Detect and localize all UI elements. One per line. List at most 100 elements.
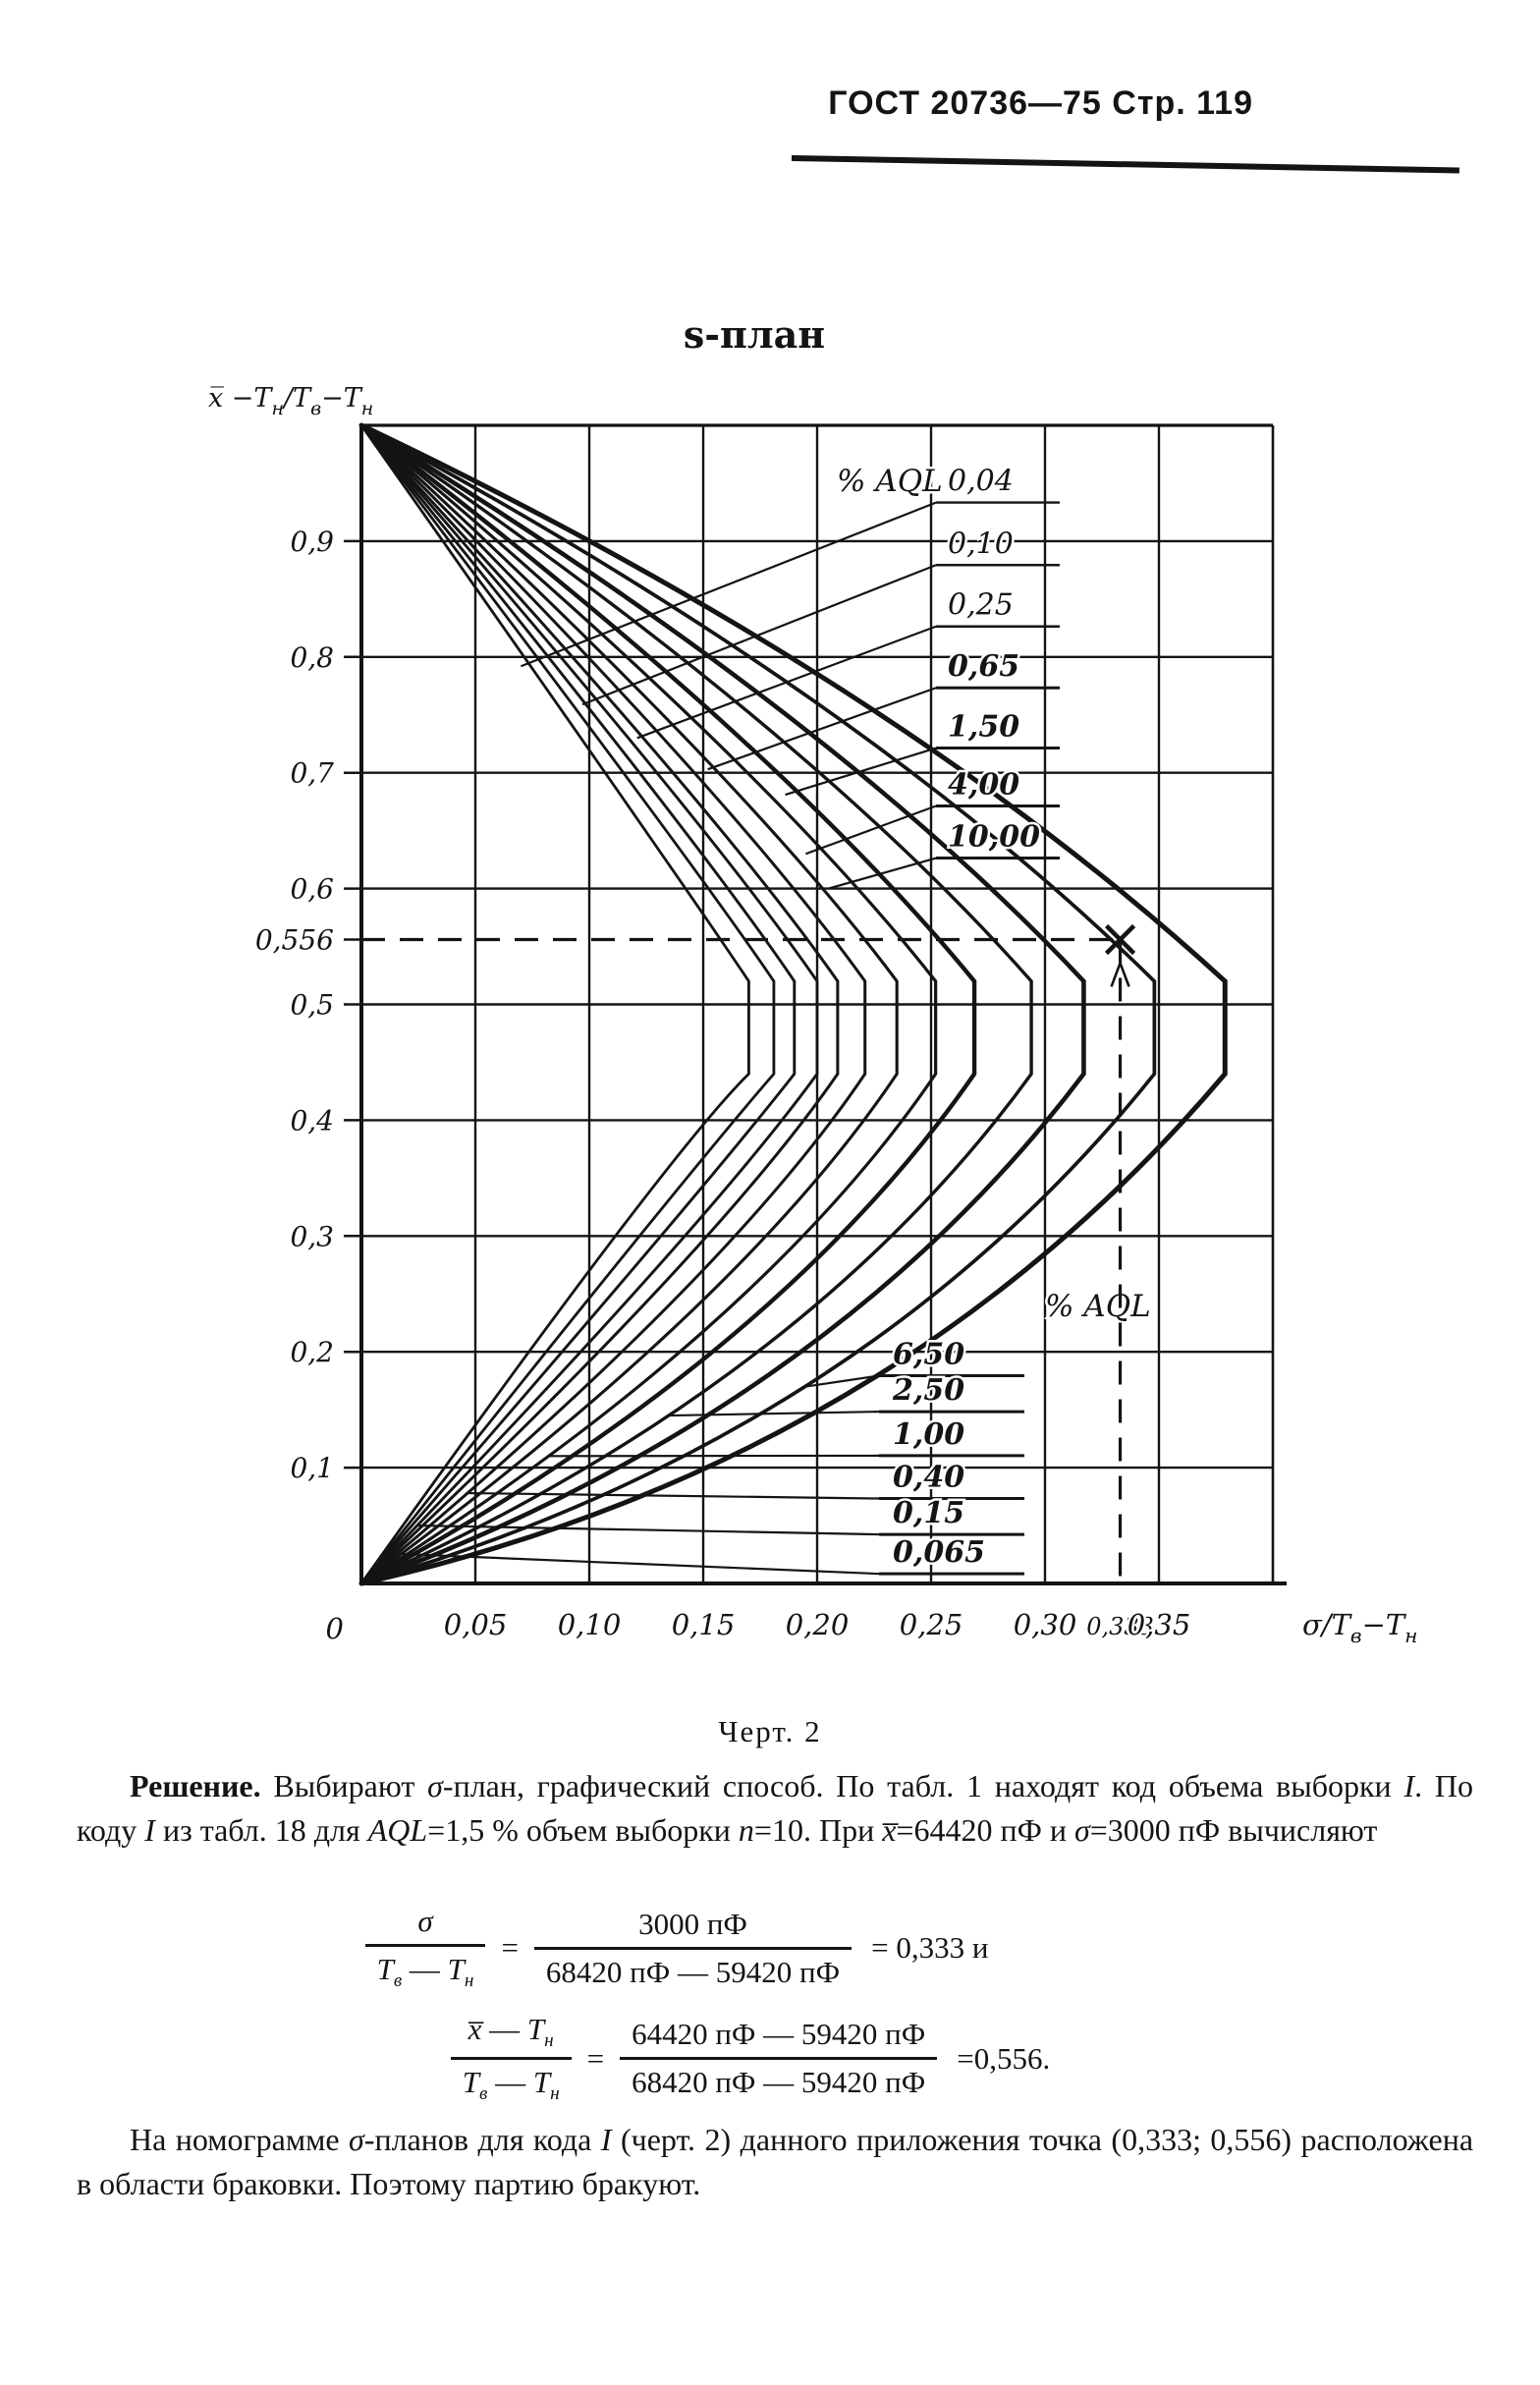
upper-aql-legend: % AQL 0,04 0,10 0,25 0,65 1,50 4,00 10,00 <box>520 462 1060 890</box>
svg-text:x̅ −Tн​/Tв​−Tн​: x̅ −Tн​/Tв​−Tн​ <box>208 383 373 419</box>
svg-text:0,15: 0,15 <box>893 1496 964 1530</box>
text-run: x̅ <box>468 2012 482 2046</box>
text-run: На номограмме <box>130 2122 350 2157</box>
aql-curve-0,65 <box>359 423 899 1585</box>
svg-text:0,8: 0,8 <box>290 641 334 674</box>
svg-text:0,20: 0,20 <box>786 1608 850 1641</box>
text-run: н <box>544 2030 554 2052</box>
lower-aql-legend: % AQL 6,502,50 1,00 0,400,15 0,065 <box>386 1287 1153 1576</box>
svg-text:σ/Tв​−Tн​: σ/Tв​−Tн​ <box>1302 1608 1417 1647</box>
svg-text:0,30: 0,30 <box>1014 1608 1077 1641</box>
text-run: σ <box>417 1904 433 1938</box>
fraction-right: 64420 пФ — 59420 пФ 68420 пФ — 59420 пФ <box>620 2017 938 2100</box>
svg-text:0,10: 0,10 <box>948 527 1014 561</box>
svg-text:4,00: 4,00 <box>948 767 1019 802</box>
text-run: n <box>738 1812 754 1849</box>
svg-text:0,2: 0,2 <box>290 1336 334 1368</box>
conclusion-paragraph: На номограмме σ-планов для кода I (черт.… <box>77 2118 1473 2207</box>
text-run: -план, графический способ. По табл. 1 на… <box>442 1768 1404 1803</box>
svg-text:6,50: 6,50 <box>893 1338 964 1372</box>
chart-title: s-план <box>684 312 825 357</box>
svg-text:0,1: 0,1 <box>290 1452 334 1484</box>
svg-text:0: 0 <box>326 1612 344 1645</box>
text-run: из табл. 18 для <box>154 1812 368 1849</box>
text-run: σ <box>427 1768 443 1803</box>
formula-sigma-ratio: σ Tв — Tн = 3000 пФ 68420 пФ — 59420 пФ = 0,3… <box>0 1904 1447 1992</box>
text-run: x̅ <box>882 1812 897 1849</box>
text-run: 64420 пФ — 59420 пФ <box>632 2017 926 2052</box>
aql-curves <box>358 422 1228 1586</box>
aql-curve-4,00 <box>358 422 1086 1586</box>
text-run: -планов для кода <box>363 2122 601 2157</box>
text-run: — <box>487 2065 533 2100</box>
svg-text:0,25: 0,25 <box>900 1608 963 1641</box>
aql-curve-1,00 <box>359 423 938 1585</box>
svg-text:0,05: 0,05 <box>444 1608 508 1641</box>
text-run: = 0,333 и <box>871 1930 989 1966</box>
text-run: T <box>526 2012 545 2046</box>
svg-text:0,333: 0,333 <box>1086 1613 1154 1640</box>
svg-text:0,4: 0,4 <box>290 1104 334 1137</box>
formula-result: =0,556. <box>953 2041 1050 2077</box>
solution-point-lines <box>361 937 1123 1583</box>
svg-text:0,7: 0,7 <box>290 757 334 790</box>
fraction-left: σ Tв — Tн <box>364 1904 486 1992</box>
aql-curve-6,50 <box>359 423 1157 1585</box>
nomogram-chart: s-план% AQL 0,040,100,250,651,504,0010,00… <box>208 312 1417 1647</box>
figure-caption: Черт. 2 <box>718 1714 822 1748</box>
text-run: T <box>376 1952 394 1986</box>
equals-sign: = <box>586 2040 605 2076</box>
text-run: 3000 пФ <box>638 1906 747 1941</box>
aql-curve-10,00 <box>358 422 1228 1586</box>
svg-text:0,5: 0,5 <box>290 989 334 1022</box>
text-run: =10. При <box>753 1812 883 1849</box>
svg-text:0,35: 0,35 <box>1128 1608 1191 1641</box>
fraction-left: x̅ — Tн Tв — Tн <box>450 2012 572 2105</box>
formula-result: = 0,333 и <box>867 1930 988 1966</box>
formula-mean-ratio: x̅ — Tн Tв — Tн = 64420 пФ — 59420 пФ 68420 … <box>0 2012 1520 2105</box>
text-run: T <box>532 2065 551 2100</box>
svg-text:1,50: 1,50 <box>948 710 1019 745</box>
svg-text:s-план: s-план <box>684 312 825 357</box>
text-run: — <box>481 2012 527 2046</box>
svg-text:0,9: 0,9 <box>290 526 334 558</box>
text-run: Выбирают <box>260 1768 428 1803</box>
svg-text:0,065: 0,065 <box>893 1535 985 1570</box>
aql-curve-2,50 <box>359 423 1033 1585</box>
text-run: T <box>447 1952 465 1986</box>
x-axis-title: σ/Tв​−Tн​ <box>1302 1608 1417 1647</box>
svg-text:% AQL: % AQL <box>1045 1289 1151 1324</box>
svg-text:0,6: 0,6 <box>290 873 334 906</box>
aql-curve-1,50 <box>358 422 977 1586</box>
text-run: (черт. 2) данного приложения точка (0,33… <box>77 2122 1474 2202</box>
text-run: T <box>462 2065 479 2100</box>
svg-text:0,25: 0,25 <box>948 588 1014 623</box>
text-run: I <box>600 2122 612 2157</box>
aql-curve-0,10 <box>359 423 797 1585</box>
text-run: в <box>478 2083 488 2105</box>
page-header: ГОСТ 20736—75 Стр. 119 <box>828 84 1253 122</box>
text-run: н <box>550 2083 560 2105</box>
svg-text:0,65: 0,65 <box>948 649 1019 684</box>
text-run: =0,556. <box>957 2040 1051 2076</box>
text-run: =3000 пФ вычисляют <box>1089 1812 1378 1849</box>
text-run: н <box>464 1970 474 1992</box>
svg-text:0,40: 0,40 <box>893 1461 964 1495</box>
svg-text:0,04: 0,04 <box>948 465 1014 499</box>
aql-curve-0,15 <box>359 423 819 1585</box>
svg-text:% AQL: % AQL <box>837 464 943 499</box>
y-axis-ticks: 0,9 0,8 0,7 0,6 0,556 0,5 0,4 0,3 0,2 0,1 <box>255 526 362 1484</box>
text-run: =64420 пФ и <box>896 1812 1074 1849</box>
text-run: Решение. <box>130 1768 261 1803</box>
svg-text:0,15: 0,15 <box>672 1608 736 1641</box>
text-run: σ <box>349 2122 364 2157</box>
text-run: I <box>1403 1768 1415 1803</box>
svg-text:1,00: 1,00 <box>893 1417 964 1452</box>
text-run: 68420 пФ — 59420 пФ <box>632 2065 926 2100</box>
solution-paragraph: Решение. Выбирают σ-план, графический сп… <box>77 1764 1473 1854</box>
svg-text:10,00: 10,00 <box>948 820 1040 855</box>
fraction-right: 3000 пФ 68420 пФ — 59420 пФ <box>533 1906 852 1990</box>
text-run: — <box>402 1952 448 1986</box>
